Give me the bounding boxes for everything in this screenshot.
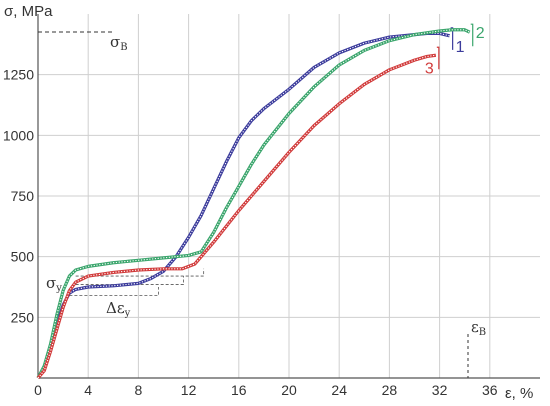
- guide-lines: [38, 31, 469, 378]
- x-tick-label: 0: [34, 382, 42, 398]
- series-2-end-mark: [470, 23, 474, 47]
- sigma-y-label: σy: [46, 274, 62, 294]
- x-tick-label: 28: [382, 382, 398, 398]
- y-tick-label: 1250: [3, 67, 34, 83]
- eps-b-base: ε: [471, 318, 479, 336]
- eps-b-sub: B: [479, 327, 486, 338]
- series-3-hatch: [37, 54, 436, 379]
- series-3-label: 3: [425, 60, 434, 77]
- series-1-end-mark: [450, 27, 454, 50]
- sigma-y-base: σ: [46, 274, 56, 292]
- series-2-label: 2: [476, 25, 485, 42]
- series-2-hatch: [37, 29, 470, 379]
- sigma-b-sub: B: [120, 42, 127, 53]
- axes: [37, 14, 540, 379]
- x-tick-label: 12: [181, 382, 197, 398]
- series-group: 12 3: [36, 23, 485, 380]
- x-tick-label: 8: [135, 382, 143, 398]
- series-3-line: [36, 53, 437, 380]
- sigma-y-sub: y: [55, 283, 62, 294]
- x-tick-label: 24: [331, 382, 347, 398]
- delta-eps-y-base: Δε: [106, 299, 125, 317]
- yield-plateau-guide: [75, 268, 205, 277]
- annotation-labels: σ, MPa ε, % σB σy Δεy εB: [4, 3, 533, 402]
- x-tick-label: 32: [432, 382, 448, 398]
- series-1-label: 1: [456, 39, 465, 56]
- sigma-b-label: σB: [110, 33, 128, 53]
- x-tick-label: 4: [84, 382, 92, 398]
- eps-b-label: εB: [471, 318, 486, 338]
- y-tick-label: 250: [11, 309, 35, 325]
- x-axis-title: ε, %: [505, 385, 533, 402]
- x-tick-label: 16: [231, 382, 247, 398]
- series-3-end-mark: [436, 46, 440, 70]
- y-tick-label: 750: [11, 188, 35, 204]
- x-tick-label: 36: [482, 382, 498, 398]
- tick-labels: 0 4 8 12 16 20 24 28 32 36 250 500 750 1000 1250: [3, 67, 498, 398]
- series-2-line: [36, 28, 471, 379]
- delta-eps-y-sub: y: [124, 308, 131, 319]
- y-axis-title: σ, MPa: [4, 3, 53, 20]
- x-tick-label: 20: [281, 382, 297, 398]
- sigma-b-base: σ: [110, 33, 120, 51]
- grid: [38, 14, 540, 378]
- y-tick-label: 500: [11, 249, 35, 265]
- y-tick-label: 1000: [3, 127, 34, 143]
- delta-eps-y-label: Δεy: [106, 299, 131, 319]
